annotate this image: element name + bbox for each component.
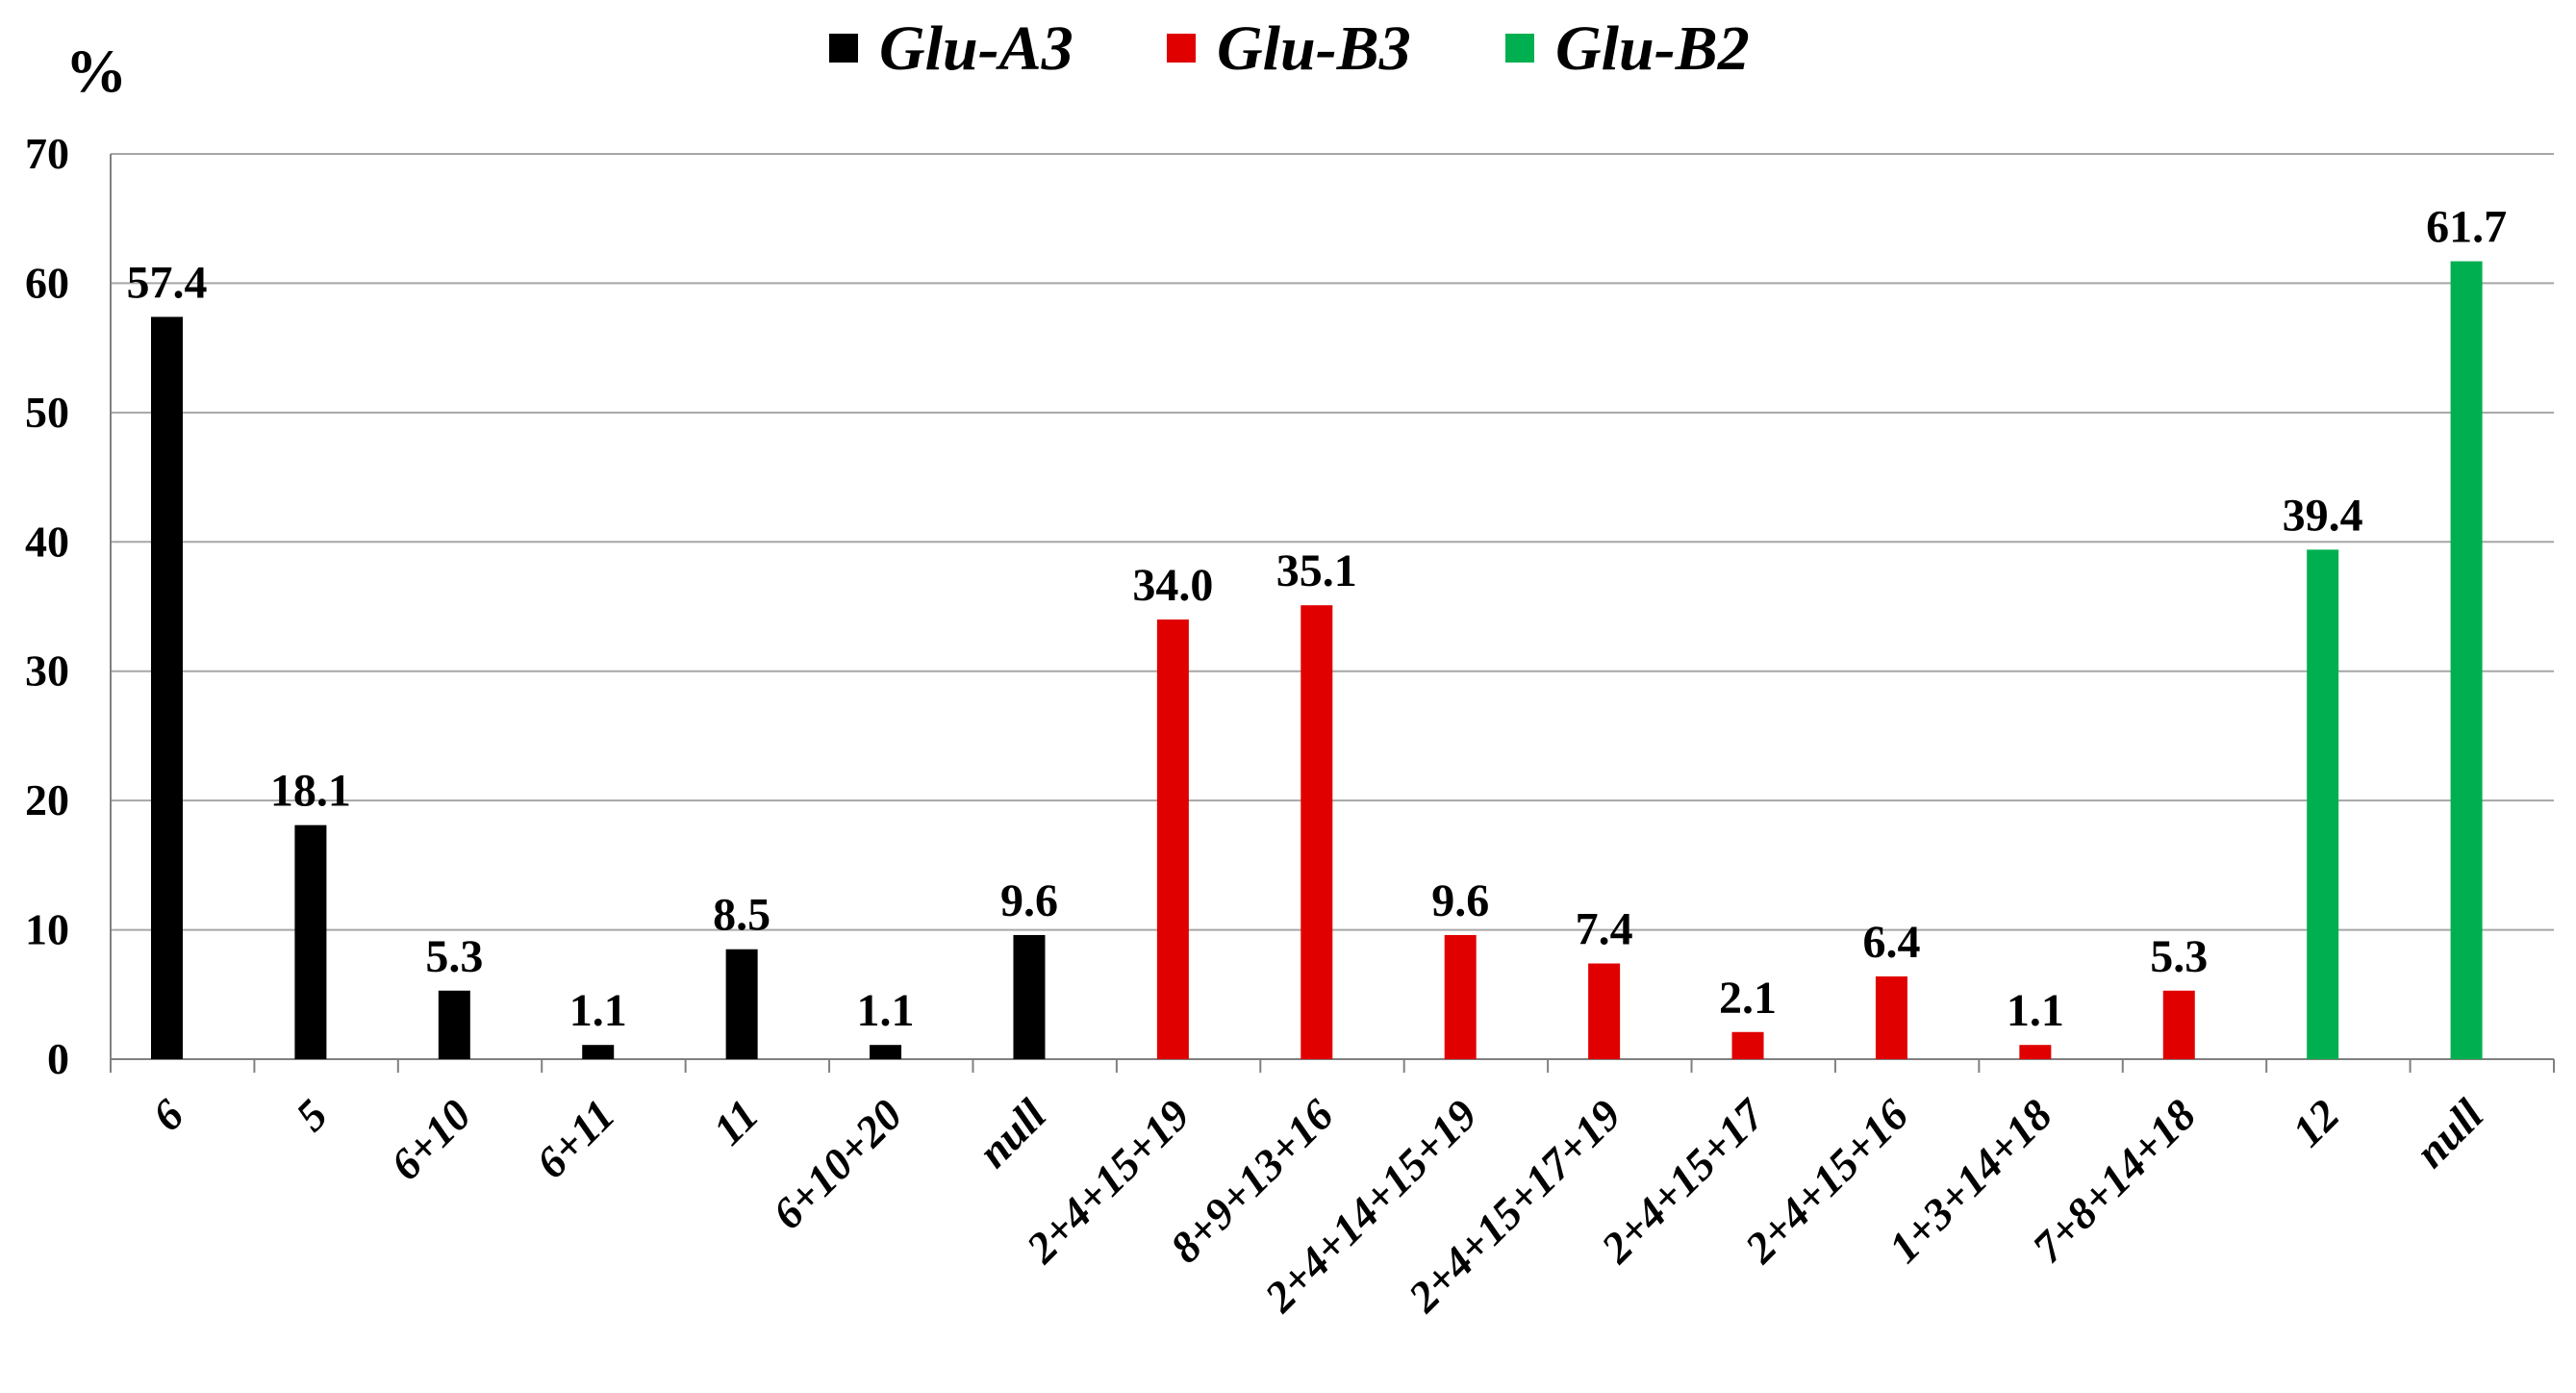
bar <box>2450 261 2483 1060</box>
bar <box>1156 619 1189 1059</box>
bar <box>2019 1045 2052 1059</box>
data-label: 1.1 <box>2007 985 2064 1036</box>
data-label: 61.7 <box>2426 202 2507 253</box>
data-label: 6.4 <box>1862 917 1920 968</box>
y-tick-label: 20 <box>25 775 69 824</box>
x-tick-label: 6+11 <box>526 1090 624 1188</box>
y-tick-label: 60 <box>25 258 69 307</box>
data-label: 1.1 <box>857 985 915 1036</box>
axis-layer: 0 10 20 30 40 50 60 70 <box>25 129 2555 1083</box>
x-tick-label: 6+10 <box>381 1090 480 1189</box>
bar <box>1875 975 1907 1059</box>
x-tick-label: 5 <box>287 1090 337 1140</box>
legend-label: Glu-B3 <box>1217 13 1411 84</box>
bar <box>1301 605 1333 1059</box>
bar <box>2162 990 2195 1059</box>
x-tick-label: null <box>2406 1090 2492 1177</box>
x-tick-label: 11 <box>703 1090 768 1154</box>
data-label: 5.3 <box>425 931 483 982</box>
legend-swatch <box>1167 34 1196 63</box>
data-label: 39.4 <box>2283 490 2363 541</box>
bar <box>1731 1031 1764 1059</box>
y-tick-label: 10 <box>25 905 69 954</box>
bars <box>151 261 2483 1060</box>
bar <box>1588 963 1621 1059</box>
data-label: 57.4 <box>127 257 208 308</box>
x-tick-label: 12 <box>2283 1090 2349 1156</box>
data-label: 34.0 <box>1132 560 1213 611</box>
y-tick-label: 30 <box>25 646 69 696</box>
legend-label: Glu-B2 <box>1555 13 1750 84</box>
data-label: 7.4 <box>1576 904 1633 955</box>
bar <box>438 990 470 1059</box>
data-labels: 57.4 18.1 5.3 1.1 8.5 1.1 9.6 34.0 35.1 9.6 7.4 2.1… <box>127 202 2508 1037</box>
data-label: 9.6 <box>1431 875 1489 926</box>
y-tick-label: 40 <box>25 517 69 566</box>
x-tick-label: null <box>969 1090 1055 1177</box>
data-label: 35.1 <box>1276 545 1357 596</box>
data-label: 1.1 <box>569 985 627 1036</box>
bar <box>151 317 183 1059</box>
bar <box>1013 934 1046 1059</box>
x-tick-label: 6 <box>142 1090 192 1140</box>
y-tick-label: 70 <box>25 129 69 178</box>
bar <box>725 949 758 1059</box>
y-tick-label: 50 <box>25 388 69 437</box>
data-label: 8.5 <box>713 890 770 941</box>
bar <box>294 824 327 1059</box>
legend-swatch <box>829 34 858 63</box>
data-label: 2.1 <box>1719 973 1777 1024</box>
y-tick-label: 0 <box>47 1034 69 1083</box>
bar <box>2307 549 2339 1059</box>
x-tick-label: 6+10+20 <box>763 1090 911 1238</box>
data-label: 5.3 <box>2150 931 2208 982</box>
bar <box>870 1045 902 1059</box>
bar <box>1444 934 1477 1059</box>
legend-label: Glu-A3 <box>879 13 1073 84</box>
data-label: 18.1 <box>270 766 351 817</box>
category-labels: 6 5 6+10 6+11 116+10+20 null2+4+15+198+9+13+1… <box>142 1089 2492 1322</box>
legend-swatch <box>1505 34 1534 63</box>
legend: Glu-A3 Glu-B3 Glu-B2 <box>829 13 1750 84</box>
y-unit-label: % <box>65 37 127 105</box>
data-label: 9.6 <box>1000 875 1058 926</box>
bar <box>582 1045 615 1059</box>
